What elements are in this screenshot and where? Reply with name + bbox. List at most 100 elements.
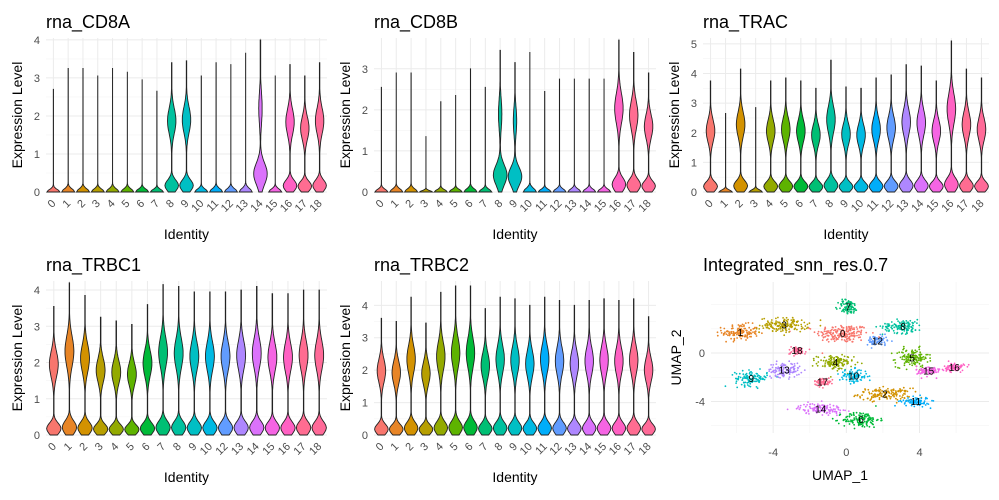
umap-point-11 bbox=[894, 404, 896, 407]
umap-point-5 bbox=[929, 354, 931, 356]
umap-point-14 bbox=[811, 403, 814, 405]
umap-point-9 bbox=[765, 372, 768, 375]
umap-point-14 bbox=[829, 410, 832, 412]
x-tick-label: 18 bbox=[308, 198, 325, 215]
umap-point-4 bbox=[847, 362, 849, 365]
panel-title: rna_TRBC2 bbox=[374, 255, 469, 276]
umap-point-3 bbox=[786, 322, 789, 324]
umap-point-13 bbox=[786, 366, 789, 369]
violin-16 bbox=[282, 64, 298, 193]
violin-10 bbox=[202, 291, 218, 436]
umap-point-0 bbox=[872, 332, 874, 334]
violin-14 bbox=[581, 78, 597, 193]
umap-point-6 bbox=[868, 416, 871, 419]
umap-point-0 bbox=[847, 330, 850, 333]
x-axis-label: Identity bbox=[823, 226, 868, 242]
umap-point-2 bbox=[900, 390, 902, 392]
umap-point-13 bbox=[768, 368, 771, 371]
umap-point-2 bbox=[899, 388, 901, 390]
umap-point-10 bbox=[864, 370, 867, 373]
umap-point-1 bbox=[727, 334, 729, 337]
umap-point-18 bbox=[796, 348, 799, 350]
umap-point-16 bbox=[958, 367, 961, 370]
umap-point-4 bbox=[832, 366, 835, 369]
umap-point-10 bbox=[850, 368, 853, 371]
x-axis-label: UMAP_1 bbox=[812, 467, 868, 483]
umap-point-3 bbox=[778, 321, 781, 324]
umap-point-12 bbox=[883, 341, 886, 344]
umap-point-0 bbox=[835, 329, 837, 331]
violin-9 bbox=[507, 62, 523, 193]
umap-point-2 bbox=[895, 394, 898, 397]
umap-point-0 bbox=[851, 340, 854, 343]
umap-point-4 bbox=[831, 367, 834, 370]
umap-point-0 bbox=[859, 336, 861, 339]
umap-point-16 bbox=[943, 365, 946, 368]
umap-point-16 bbox=[947, 360, 950, 363]
umap-point-9 bbox=[755, 372, 758, 375]
umap-point-4 bbox=[835, 364, 838, 366]
umap-point-12 bbox=[869, 338, 871, 340]
umap-point-10 bbox=[850, 373, 852, 376]
umap-point-0 bbox=[836, 329, 839, 332]
umap-point-6 bbox=[842, 419, 845, 422]
umap-point-4 bbox=[824, 360, 827, 362]
umap-point-9 bbox=[735, 382, 737, 384]
umap-point-1 bbox=[738, 327, 740, 330]
x-tick-label: 9 bbox=[507, 441, 520, 454]
umap-point-1 bbox=[755, 335, 758, 337]
violin-9 bbox=[507, 298, 523, 436]
umap-point-8 bbox=[916, 322, 918, 324]
umap-point-11 bbox=[897, 400, 900, 403]
umap-point-10 bbox=[838, 379, 841, 381]
umap-point-13 bbox=[791, 366, 793, 369]
umap-point-12 bbox=[880, 340, 882, 342]
umap-point-3 bbox=[797, 324, 800, 327]
violin-2 bbox=[403, 72, 419, 193]
umap-point-14 bbox=[806, 404, 808, 406]
umap-point-4 bbox=[829, 362, 832, 365]
umap-point-13 bbox=[776, 367, 779, 370]
x-tick-label: 7 bbox=[808, 198, 821, 211]
umap-point-2 bbox=[878, 389, 880, 392]
umap-point-11 bbox=[932, 400, 935, 402]
violin-6 bbox=[139, 304, 156, 436]
x-tick-label: 7 bbox=[155, 441, 168, 454]
umap-point-13 bbox=[788, 370, 791, 372]
umap-point-3 bbox=[791, 316, 794, 319]
umap-point-8 bbox=[888, 324, 891, 327]
panel-title: rna_CD8B bbox=[374, 12, 458, 33]
umap-point-2 bbox=[879, 388, 882, 391]
umap-point-11 bbox=[909, 401, 912, 404]
y-tick-label: 4 bbox=[34, 285, 40, 297]
umap-point-1 bbox=[739, 324, 741, 327]
umap-point-2 bbox=[867, 397, 869, 400]
umap-point-15 bbox=[935, 377, 938, 380]
violin-8 bbox=[823, 59, 839, 193]
umap-point-0 bbox=[825, 330, 827, 333]
umap-point-5 bbox=[894, 366, 897, 368]
umap-point-2 bbox=[856, 394, 859, 396]
umap-point-18 bbox=[793, 355, 795, 357]
umap-point-0 bbox=[842, 329, 844, 331]
violin-6 bbox=[463, 285, 478, 436]
umap-point-3 bbox=[793, 323, 796, 326]
umap-point-18 bbox=[788, 353, 790, 355]
umap-point-5 bbox=[916, 350, 918, 353]
umap-point-0 bbox=[851, 335, 854, 337]
x-tick-label: 4 bbox=[433, 198, 446, 211]
y-tick-label: 3 bbox=[691, 98, 697, 110]
umap-point-12 bbox=[884, 343, 886, 345]
umap-point-3 bbox=[795, 324, 798, 326]
umap-point-16 bbox=[957, 368, 959, 371]
umap-point-0 bbox=[849, 329, 852, 332]
umap-point-11 bbox=[925, 396, 927, 399]
umap-point-6 bbox=[866, 414, 869, 417]
violin-17 bbox=[626, 298, 642, 436]
y-tick-label: 4 bbox=[34, 35, 40, 47]
umap-point-16 bbox=[966, 365, 969, 368]
umap-point-15 bbox=[930, 373, 933, 376]
umap-point-9 bbox=[751, 378, 754, 380]
cluster-label-9: 9 bbox=[748, 374, 754, 385]
